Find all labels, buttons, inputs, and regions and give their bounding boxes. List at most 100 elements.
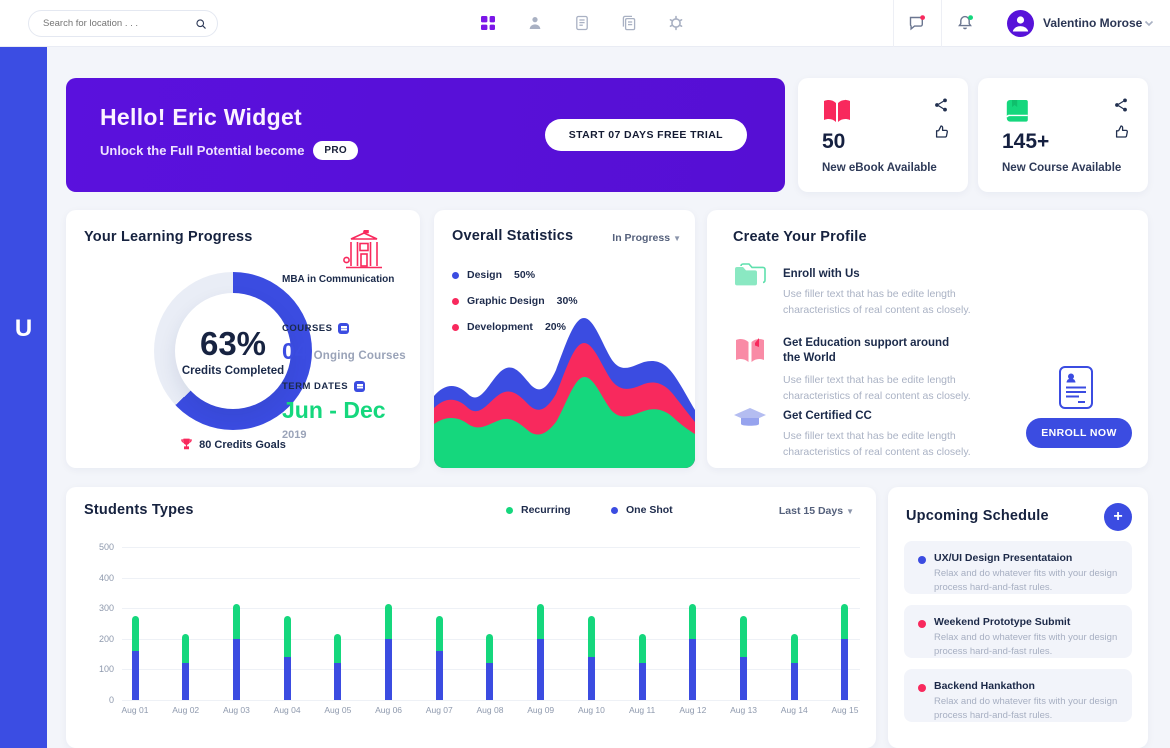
bar-segment-recurring [283, 615, 291, 658]
card-title: Your Learning Progress [84, 229, 253, 245]
stacked-bar [435, 615, 443, 700]
stat-label: New Course Available [1002, 162, 1122, 174]
profile-item-desc: Use filler text that has be edite length… [783, 288, 971, 317]
bar-segment-recurring [841, 603, 849, 639]
legend-value: 30% [556, 295, 578, 307]
search-box[interactable] [28, 10, 218, 37]
bar-segment-recurring [131, 615, 139, 652]
card-title: Create Your Profile [733, 229, 867, 245]
legend-label: Recurring [521, 504, 571, 516]
credits-donut-chart: 63% Credits Completed [154, 272, 312, 430]
graduation-cap-icon [733, 406, 767, 432]
courses-label-row: COURSES [282, 323, 350, 334]
schedule-item[interactable]: UX/UI Design Presentataion Relax and do … [904, 541, 1132, 594]
progress-filter-dropdown[interactable]: In Progress ▼ [612, 232, 681, 244]
thumbs-up-icon[interactable] [1114, 124, 1129, 139]
y-axis-label: 0 [108, 695, 114, 705]
legend-label: Design [467, 269, 503, 281]
messages-icon[interactable] [907, 13, 927, 33]
legend-dot [452, 297, 459, 305]
add-schedule-button[interactable]: + [1104, 503, 1132, 531]
x-axis-label: Aug 05 [324, 705, 352, 715]
profile-item-title: Enroll with Us [783, 268, 860, 280]
x-axis-label: Aug 09 [527, 705, 555, 715]
schedule-dot [918, 620, 926, 628]
schedule-desc: Relax and do whatever fits with your des… [934, 632, 1118, 657]
legend-dot [611, 506, 618, 514]
upcoming-schedule-card: Upcoming Schedule + UX/UI Design Present… [888, 487, 1148, 748]
stacked-bar [131, 615, 139, 700]
book-icon [1002, 98, 1032, 124]
enroll-now-button[interactable]: ENROLL NOW [1026, 418, 1132, 448]
chevron-down-icon[interactable] [1143, 17, 1155, 29]
bar-segment-recurring [232, 603, 240, 639]
courses-value-row: 04 Onging Courses [282, 338, 406, 365]
courses-value: 04 [282, 338, 308, 364]
topbar: Valentino Morose [0, 0, 1170, 47]
legend-label: One Shot [626, 504, 673, 516]
x-axis-label: Aug 04 [273, 705, 301, 715]
x-axis-label: Aug 13 [730, 705, 758, 715]
bar-segment-one-shot [283, 657, 291, 700]
topbar-divider [893, 0, 894, 47]
stacked-bar [486, 634, 494, 700]
open-book-icon [822, 98, 852, 124]
brand-logo[interactable]: U [14, 315, 33, 342]
thumbs-up-icon[interactable] [934, 124, 949, 139]
x-axis-label: Aug 08 [476, 705, 504, 715]
x-axis-label: Aug 01 [121, 705, 149, 715]
schedule-item[interactable]: Backend Hankathon Relax and do whatever … [904, 669, 1132, 722]
stacked-bar [334, 634, 342, 700]
share-icon[interactable] [934, 98, 948, 112]
search-input[interactable] [43, 18, 195, 29]
bar-segment-one-shot [334, 663, 342, 700]
bar-segment-recurring [537, 603, 545, 639]
stat-value: 50 [822, 130, 846, 153]
bar-segment-recurring [740, 615, 748, 658]
x-axis-label: Aug 10 [577, 705, 605, 715]
bar-segment-recurring [689, 603, 697, 639]
legend-item: Development 20% [452, 314, 578, 340]
schedule-item[interactable]: Weekend Prototype Submit Relax and do wh… [904, 605, 1132, 658]
share-icon[interactable] [1114, 98, 1128, 112]
search-icon[interactable] [195, 18, 207, 30]
gridline [122, 700, 860, 701]
user-avatar[interactable] [1007, 10, 1034, 37]
dashboard-icon[interactable] [480, 15, 496, 31]
notifications-icon[interactable] [955, 13, 975, 33]
settings-gear-icon[interactable] [668, 15, 684, 31]
ebook-stat-card: 50 New eBook Available [798, 78, 968, 192]
bar-segment-one-shot [182, 663, 190, 700]
hero-subtitle: Unlock the Full Potential become [100, 143, 305, 158]
legend-dot [452, 271, 459, 279]
legend-value: 50% [514, 269, 536, 281]
stacked-bar [841, 603, 849, 700]
stacked-bar [587, 615, 595, 700]
y-axis-label: 200 [98, 633, 114, 644]
profile-icon[interactable] [527, 15, 543, 31]
user-name[interactable]: Valentino Morose [1043, 16, 1143, 30]
free-trial-button[interactable]: START 07 DAYS FREE TRIAL [544, 119, 747, 151]
stat-label: New eBook Available [822, 162, 937, 174]
schedule-dot [918, 684, 926, 692]
schedule-title: UX/UI Design Presentataion [934, 552, 1073, 564]
bar-segment-one-shot [486, 663, 494, 700]
x-axis-label: Aug 14 [780, 705, 808, 715]
bar-segment-recurring [587, 615, 595, 658]
courses-label: COURSES [282, 323, 333, 334]
overall-statistics-card: Overall Statistics In Progress ▼ Design 5… [434, 210, 695, 468]
x-axis-label: Aug 02 [172, 705, 200, 715]
library-icon[interactable] [621, 15, 637, 31]
certificate-icon [1058, 365, 1094, 410]
trophy-icon [180, 438, 193, 451]
legend-item: Recurring [506, 504, 571, 516]
filter-value: In Progress [612, 232, 671, 244]
profile-item-desc: Use filler text that has be edite length… [783, 430, 971, 459]
bar-segment-one-shot [131, 651, 139, 700]
x-axis-label: Aug 06 [375, 705, 403, 715]
y-axis-label: 300 [98, 603, 114, 614]
days-filter-dropdown[interactable]: Last 15 Days ▼ [778, 505, 854, 517]
topnav [480, 15, 684, 31]
document-icon[interactable] [574, 15, 590, 31]
